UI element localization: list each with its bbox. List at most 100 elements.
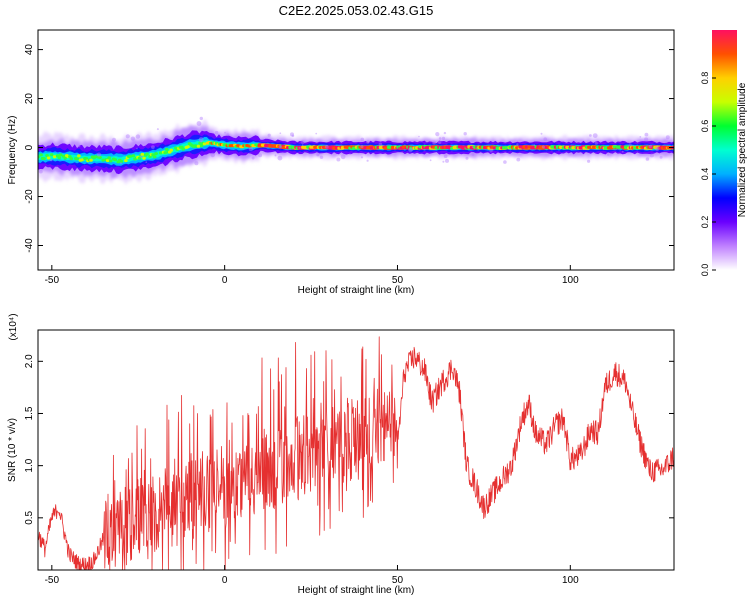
spectrogram-hotspot [75,157,80,161]
snr-y-multiplier: (x10⁴) [8,313,19,340]
spectrogram-hotspot [93,155,98,159]
spectrogram-speckle [140,155,143,158]
spectrogram-x-ticks: -50 0 50 100 [45,265,579,286]
spectrogram-speckle [112,137,116,142]
spectrogram-speckle [251,156,255,160]
snr-x-ticks: -50 0 50 100 [45,565,579,586]
spectrogram-speckle [516,143,519,146]
spectrogram-speckle [645,157,650,161]
spectrogram-speckle [198,137,204,142]
spectrogram-hotspot [63,156,67,160]
spectrogram-hotspot [119,159,123,163]
x-tick-label: 50 [392,575,404,586]
spectrogram-hotspot [124,159,128,163]
spectrogram-speckle [665,135,670,140]
spectrogram-hotspot [113,158,117,162]
spectrogram-speckle [445,158,449,163]
spectrogram-speckle [366,140,370,144]
spectrogram-speckle [151,145,155,150]
spectrogram-hotspot [198,141,202,145]
y-tick-label: -40 [24,238,35,253]
spectrogram-plot-frame [37,29,675,271]
spectrogram-speckle [374,154,377,156]
spectrogram-speckle [443,154,448,158]
spectrogram-y-axis-label: Frequency (Hz) [7,116,18,185]
spectrogram-hotspot [196,144,201,148]
spectrogram-speckle [316,153,320,157]
spectrogram-hotspot [108,159,113,163]
spectrogram-speckle [489,149,493,153]
colorbar-gradient [712,30,737,270]
spectrogram-speckle [125,134,130,139]
spectrogram-hotspot [57,156,61,160]
spectrogram-hotspot [52,155,57,159]
spectrogram-speckle [429,159,432,162]
figure-title: C2E2.2025.053.02.43.G15 [279,3,434,18]
x-tick-label: 100 [562,575,579,586]
colorbar: 0.0 0.2 0.4 0.6 0.8 Normalized spectral ampl… [700,30,748,276]
x-tick-label: 0 [222,275,228,286]
spectrogram-hotspot [158,151,163,155]
spectrogram-speckle [628,143,632,147]
y-tick-label: 1.0 [24,458,35,472]
spectrogram-speckle [200,140,203,143]
colorbar-tick-label: 0.2 [700,216,710,229]
x-tick-label: -50 [45,275,60,286]
spectrogram-speckle [199,116,203,121]
spectrogram-speckle [471,146,474,148]
spectrogram-speckle [349,153,351,155]
spectrogram-speckle [589,134,592,137]
x-tick-label: 100 [562,275,579,286]
spectrogram-speckle [408,147,413,153]
spectrogram-hotspot [202,142,207,146]
spectrogram-speckle [290,132,294,137]
x-tick-label: 0 [222,575,228,586]
spectrogram-speckle [279,132,282,134]
spectrogram-speckle [654,146,660,151]
spectrogram-speckle [432,140,436,145]
spectrogram-speckle [442,160,445,163]
spectrogram-speckle [50,159,53,162]
spectrogram-speckle [418,135,420,138]
spectrogram-speckle [119,162,122,165]
spectrogram-speckle [274,154,277,157]
colorbar-tick-label: 0.6 [700,120,710,133]
y-tick-label: 1.5 [24,406,35,420]
y-tick-label: 2.0 [24,354,35,368]
spectrogram-hotspot [98,156,102,159]
spectrogram-speckle [336,157,341,162]
spectrogram-hotspot [152,155,157,159]
spectrogram-hotspot [169,148,173,152]
spectrogram-hotspot [46,156,51,160]
spectrogram-speckle [648,144,652,149]
spectrogram-hotspot [69,157,74,161]
spectrogram-hotspot [39,153,43,157]
spectrogram-hotspot [42,157,46,161]
spectrogram-x-axis-label: Height of straight line (km) [298,285,415,296]
spectrogram-speckle [463,132,467,136]
spectrogram-speckle [543,137,547,141]
y-tick-label: -20 [24,189,35,204]
spectrogram-speckle [366,159,369,162]
spectrogram-panel: -50 0 50 100 -40 -20 0 20 40 Height of straight… [7,29,675,296]
spectrogram-speckle [38,169,43,174]
snr-plot-frame [37,329,675,571]
spectrogram-speckle [194,161,199,166]
spectrogram-speckle [592,133,598,139]
spectrogram-hotspot [49,153,54,157]
colorbar-label: Normalized spectral amplitude [737,82,748,217]
spectrogram-hotspot [165,148,169,151]
spectrogram-hotspot [59,153,63,157]
spectrogram-speckle [135,134,141,139]
colorbar-tick-label: 0.0 [700,264,710,277]
spectrogram-hotspot [105,159,110,163]
spectrogram-speckle [471,152,475,156]
spectrogram-hotspot [199,144,204,148]
spectrogram-speckle [210,152,216,158]
spectrogram-speckle [644,137,649,142]
spectrogram-speckle [278,145,282,149]
y-tick-label: 20 [24,93,35,105]
spectrogram-speckle [541,145,546,149]
spectrogram-speckle [130,136,135,141]
